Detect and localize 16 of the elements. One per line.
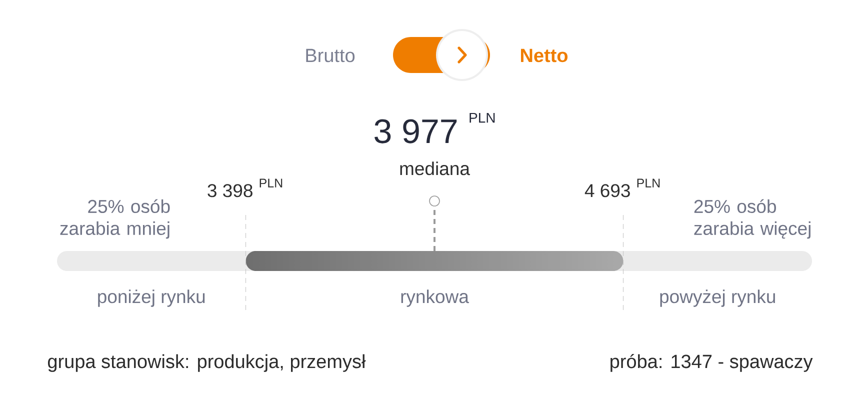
category-label: mediana bbox=[400, 162, 470, 176]
text: Brutto bbox=[306, 48, 355, 62]
data-label: 3 977 bbox=[374, 119, 457, 144]
data-label: 4 693 bbox=[584, 184, 630, 198]
text: poniżej rynku bbox=[98, 290, 205, 307]
text: powyżej rynku bbox=[660, 290, 775, 307]
text: PLN bbox=[637, 178, 660, 188]
text: PLN bbox=[260, 178, 282, 188]
text: grupa stanowisk: produkcja, przemysł bbox=[48, 354, 366, 372]
text: próba: 1347 - spawaczy bbox=[610, 354, 813, 372]
text: rynkowa bbox=[401, 290, 469, 307]
data-label: 3 398 bbox=[208, 184, 252, 198]
text: Netto bbox=[521, 48, 568, 62]
category-label: 25% osób zarabia więcej bbox=[694, 199, 810, 239]
category-label: 25% osób zarabia mniej bbox=[60, 199, 170, 239]
text: PLN bbox=[470, 112, 495, 123]
